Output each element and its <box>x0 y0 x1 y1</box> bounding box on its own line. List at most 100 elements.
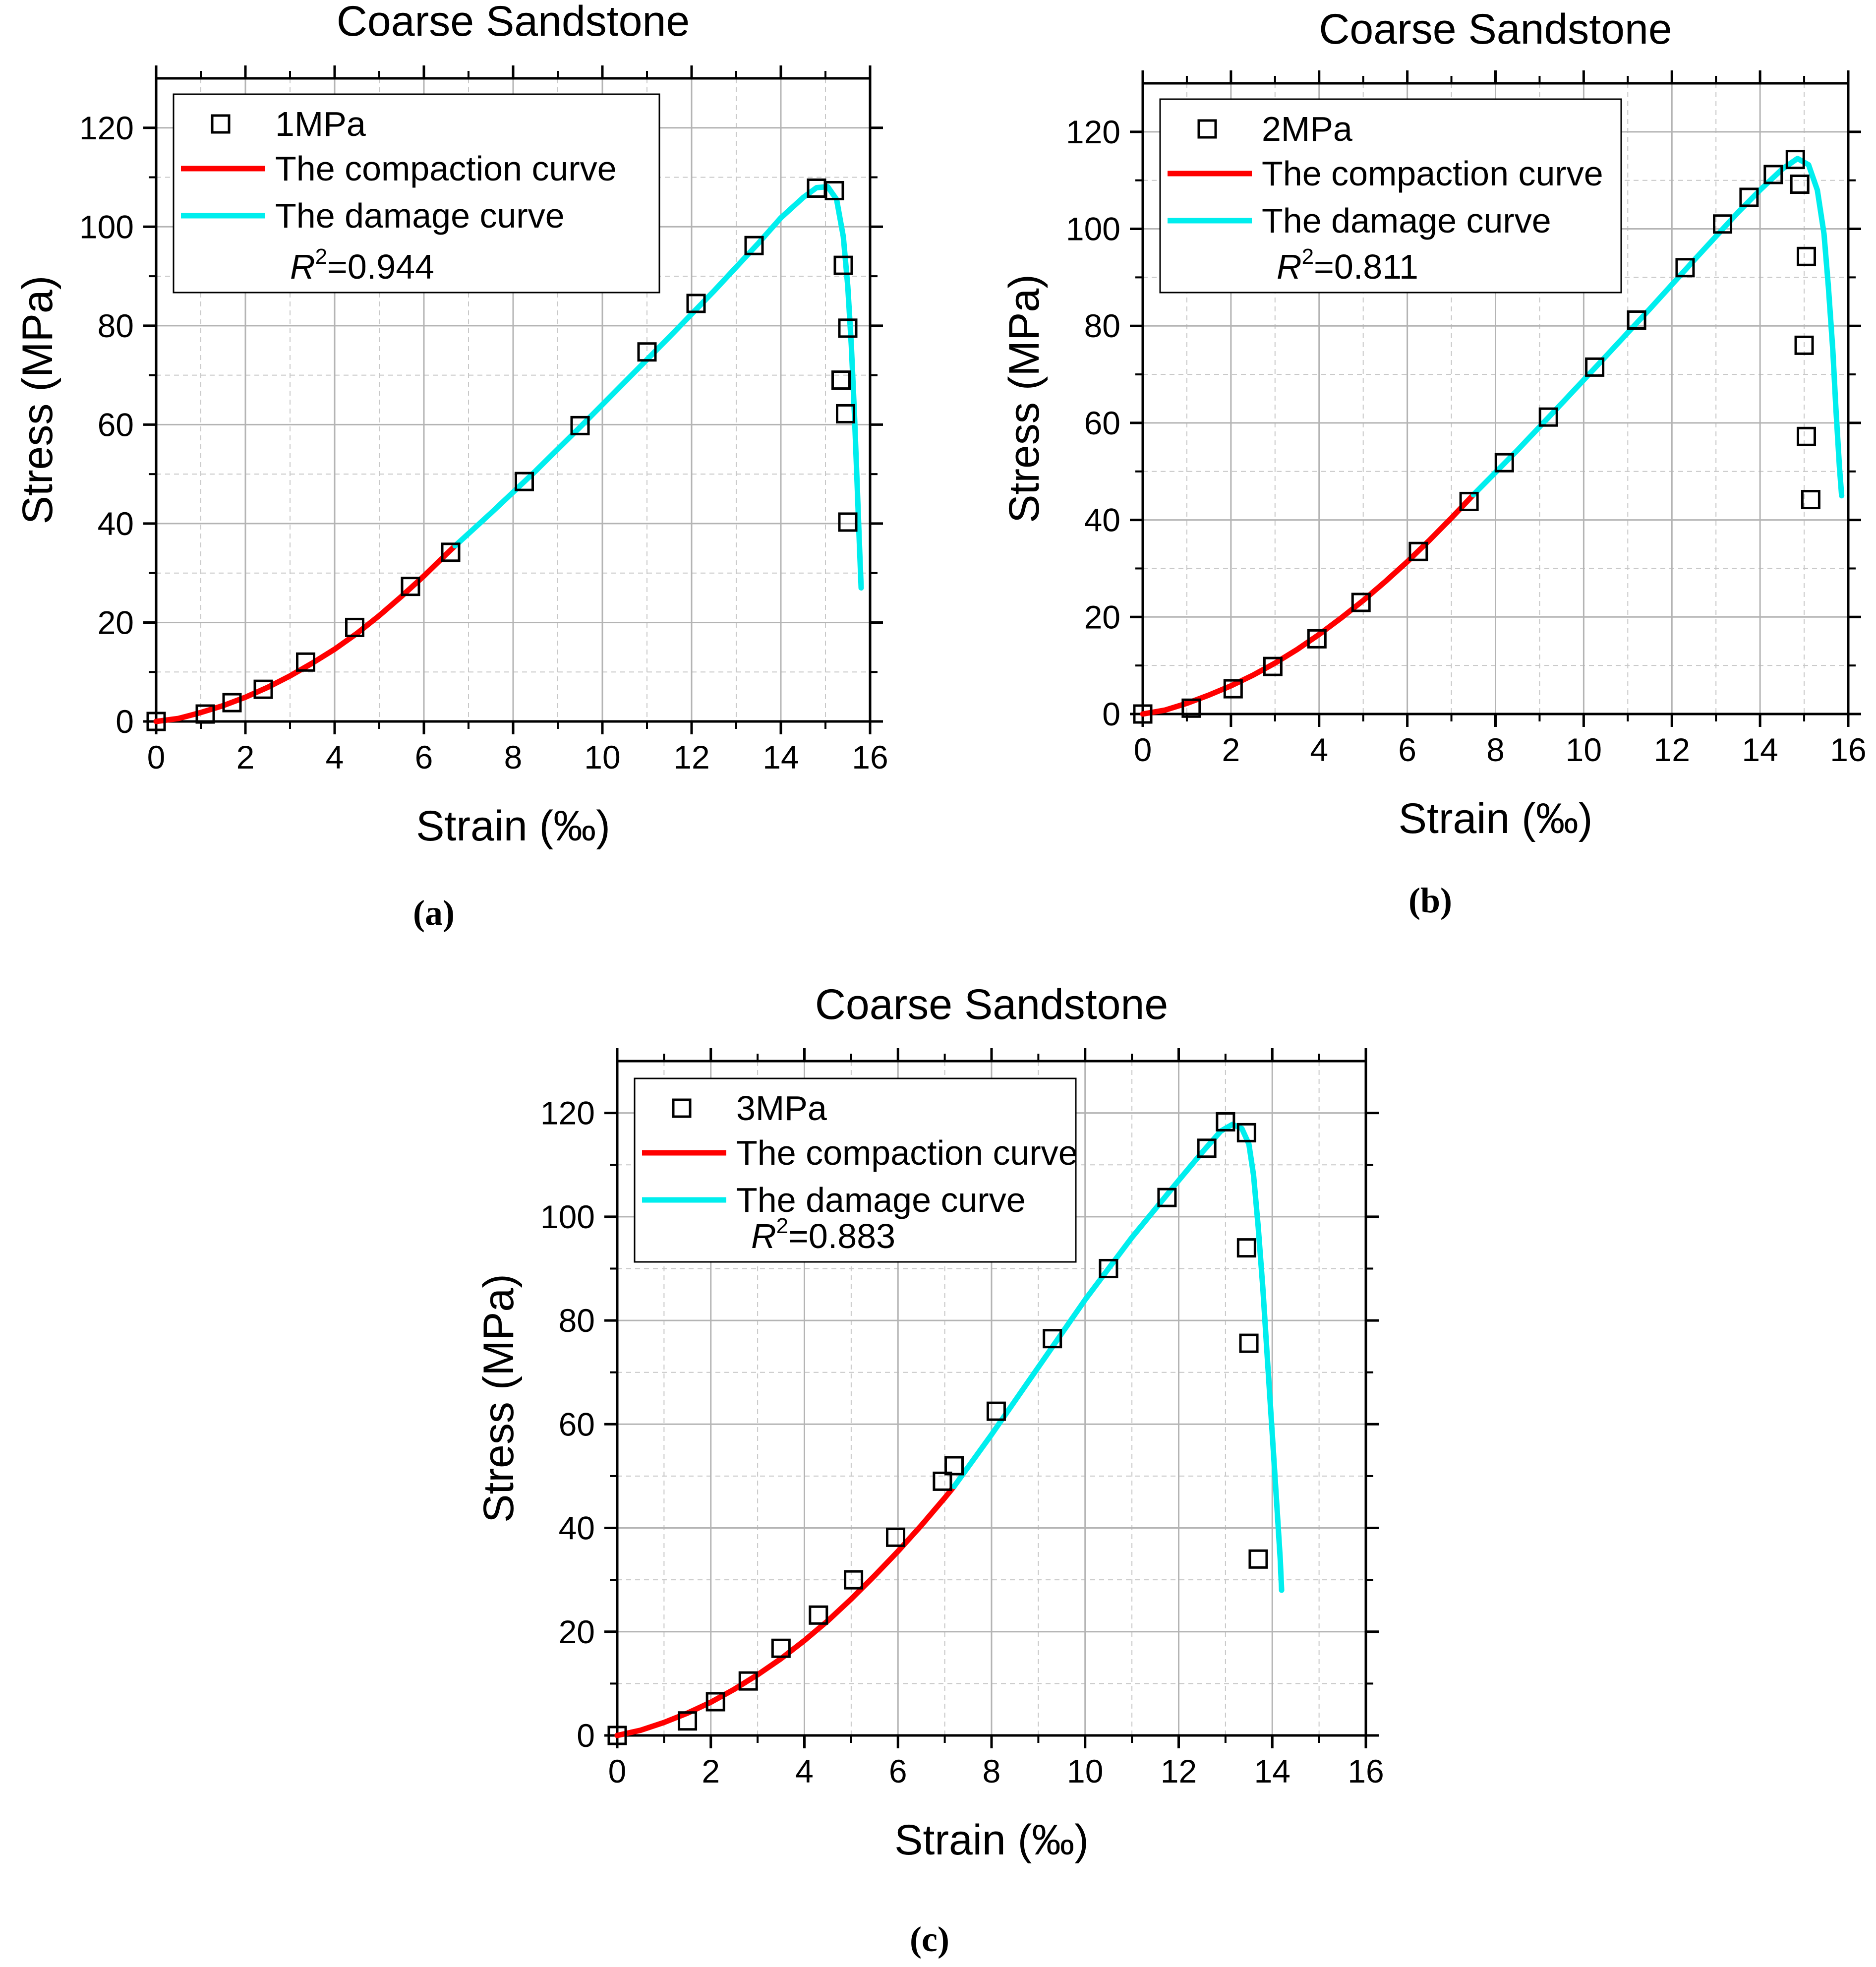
y-tick-label: 40 <box>1084 502 1120 538</box>
x-tick-label: 10 <box>1067 1753 1103 1789</box>
data-point <box>1181 698 1201 718</box>
data-point <box>607 1726 627 1745</box>
y-tick-label: 100 <box>1066 211 1120 247</box>
data-point <box>345 617 364 637</box>
data-point <box>838 318 858 338</box>
data-point <box>809 1605 828 1625</box>
data-point <box>222 693 242 713</box>
data-point <box>1790 175 1810 194</box>
series-group <box>607 1112 1285 1745</box>
x-tick-label: 12 <box>1161 1753 1197 1789</box>
legend-label-scatter: 3MPa <box>736 1089 827 1128</box>
r-squared-exponent: 2 <box>315 244 327 269</box>
data-point <box>824 180 844 200</box>
data-point <box>1801 490 1820 510</box>
x-tick-label: 0 <box>1134 731 1152 768</box>
y-tick-label: 40 <box>559 1510 595 1547</box>
data-point <box>833 255 853 275</box>
x-tick-label: 2 <box>236 739 255 775</box>
compaction-curve-line <box>153 543 458 724</box>
data-point <box>1351 593 1371 612</box>
legend-r-squared: R2=0.883 <box>751 1214 895 1255</box>
legend-label-damage: The damage curve <box>1262 201 1551 240</box>
data-point <box>1794 335 1814 355</box>
y-tick-label: 120 <box>79 110 134 146</box>
x-tick-label: 0 <box>147 739 166 775</box>
panel-caption-a: (a) <box>413 893 455 933</box>
data-point <box>1785 150 1805 170</box>
panel-caption-b: (b) <box>1408 881 1452 920</box>
data-point <box>1133 704 1153 724</box>
legend-box <box>634 1077 1077 1263</box>
legend-label-compaction: The compaction curve <box>736 1133 1078 1172</box>
x-axis-label: Strain (‰) <box>416 802 610 850</box>
data-point <box>1239 1333 1259 1353</box>
x-tick-label: 16 <box>1830 731 1866 768</box>
legend-label-scatter: 2MPa <box>1262 110 1352 148</box>
legend-label-compaction: The compaction curve <box>1262 154 1603 193</box>
x-tick-label: 6 <box>415 739 433 775</box>
data-point <box>1236 1238 1256 1258</box>
x-tick-label: 14 <box>1742 731 1778 768</box>
ticks: 0 2 4 6 8 10 12 14 16 0 20 40 60 80 100 120 <box>1066 70 1867 768</box>
data-point <box>1157 1188 1177 1207</box>
x-tick-label: 6 <box>889 1753 907 1789</box>
legend: 3MPa The compaction curve The damage curve… <box>634 1077 1078 1263</box>
legend-square-marker <box>1197 119 1217 139</box>
x-tick-label: 4 <box>795 1753 814 1789</box>
legend-label-scatter: 1MPa <box>275 105 366 143</box>
x-tick-label: 6 <box>1398 731 1416 768</box>
x-tick-label: 8 <box>1486 731 1505 768</box>
y-tick-label: 20 <box>559 1613 595 1650</box>
data-point <box>1236 1123 1256 1142</box>
data-point <box>637 342 657 362</box>
r-squared-symbol: R <box>1277 247 1302 286</box>
y-tick-label: 100 <box>540 1198 595 1235</box>
data-point <box>1263 656 1283 676</box>
r-squared-symbol: R <box>290 247 315 286</box>
y-tick-label: 60 <box>559 1406 595 1442</box>
legend: 1MPa The compaction curve The damage curve… <box>173 93 660 294</box>
chart-title: Coarse Sandstone <box>337 0 690 45</box>
data-point <box>844 1570 864 1590</box>
legend-r-squared: R2=0.811 <box>1277 244 1418 286</box>
data-point <box>738 1671 758 1691</box>
data-point <box>886 1527 906 1547</box>
y-tick-label: 100 <box>79 208 134 245</box>
damage-curve-line <box>951 1122 1285 1593</box>
data-point <box>933 1471 952 1491</box>
x-tick-label: 10 <box>1566 731 1602 768</box>
x-axis-label: Strain (‰) <box>894 1816 1089 1864</box>
data-point <box>705 1692 725 1712</box>
y-tick-label: 0 <box>1102 696 1120 732</box>
damage-curve-line <box>1470 156 1845 499</box>
x-tick-label: 12 <box>1654 731 1690 768</box>
data-point <box>515 472 534 491</box>
y-tick-label: 20 <box>98 604 134 641</box>
data-point <box>1739 187 1759 207</box>
y-tick-label: 120 <box>540 1095 595 1132</box>
chart-title: Coarse Sandstone <box>1319 5 1672 53</box>
data-point <box>1459 491 1479 511</box>
data-point <box>1307 629 1327 649</box>
x-tick-label: 4 <box>1310 731 1328 768</box>
r-squared-value: =0.811 <box>1314 247 1418 286</box>
data-point <box>401 577 420 596</box>
y-tick-label: 120 <box>1066 114 1120 150</box>
x-tick-label: 4 <box>326 739 344 775</box>
legend-square-marker <box>672 1098 692 1118</box>
x-tick-label: 2 <box>702 1753 720 1789</box>
chart-panel-a: 0 2 4 6 8 10 12 14 16 0 20 40 60 80 100 120 Coarse Sands… <box>14 0 888 933</box>
data-point <box>441 542 461 562</box>
data-point <box>146 712 166 731</box>
x-axis-label: Strain (‰) <box>1399 795 1593 842</box>
y-tick-label: 80 <box>1084 307 1120 344</box>
data-point <box>944 1456 964 1476</box>
x-tick-label: 14 <box>1254 1753 1290 1789</box>
data-point <box>1797 426 1817 446</box>
data-point <box>678 1711 698 1731</box>
y-axis-label: Stress (MPa) <box>1000 274 1048 523</box>
data-point <box>744 236 764 255</box>
data-point <box>1408 541 1428 561</box>
